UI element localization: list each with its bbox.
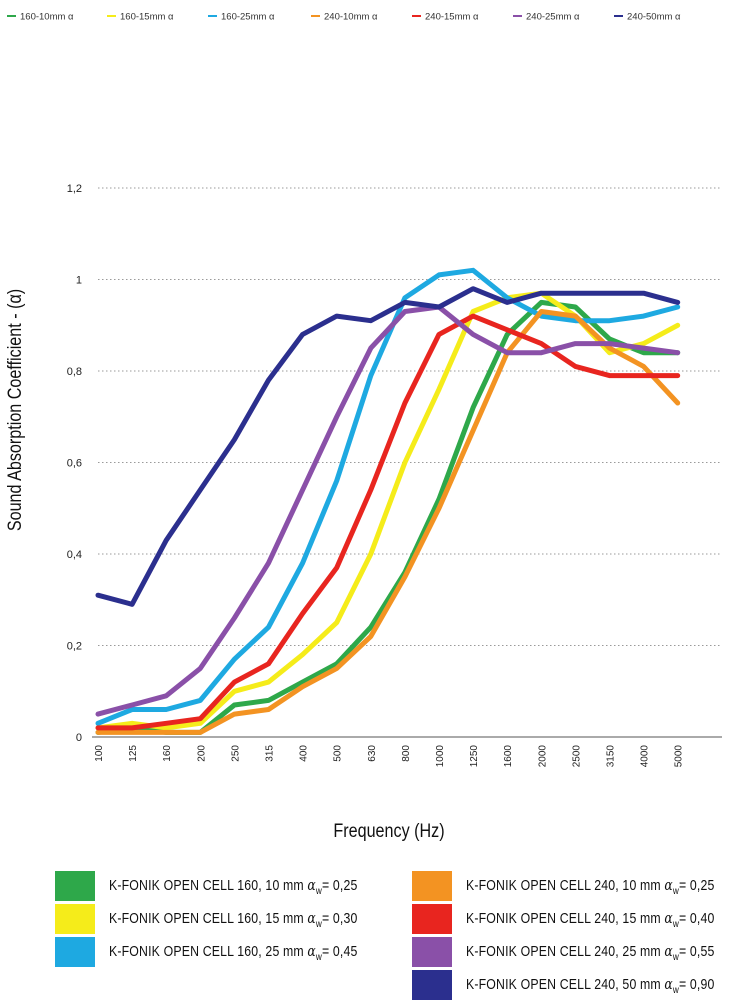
y-tick-label: 0 [76, 732, 82, 744]
x-tick-label: 125 [128, 745, 139, 762]
x-tick-label: 2000 [537, 745, 548, 768]
series-line [95, 304, 681, 717]
series-line [95, 267, 681, 726]
top-legend-label: 240-10mm α [324, 12, 378, 23]
x-tick-label: 1600 [503, 745, 514, 768]
x-tick-label: 400 [299, 745, 310, 762]
x-tick-label: 3150 [606, 745, 617, 768]
y-tick-label: 1,2 [67, 183, 82, 195]
y-axis-ticks: 0 0,2 0,4 0,6 0,8 1 1,2 [67, 183, 82, 744]
x-tick-label: 200 [196, 745, 207, 762]
top-legend-label: 240-50mm α [627, 12, 681, 23]
x-tick-label: 1250 [469, 745, 480, 768]
series-line [95, 299, 681, 735]
series-lines [95, 267, 681, 735]
x-tick-label: 250 [230, 745, 241, 762]
series-line [95, 286, 681, 607]
gridlines [92, 187, 722, 738]
top-legend-label: 160-15mm α [120, 12, 174, 23]
y-tick-label: 0,2 [67, 641, 82, 653]
x-tick-label: 800 [401, 745, 412, 762]
x-tick-label: 500 [333, 745, 344, 762]
x-tick-label: 4000 [640, 745, 651, 768]
x-tick-label: 100 [94, 745, 105, 762]
top-legend: 160-10mm α 160-15mm α 160-25mm α 240-10mm α… [7, 12, 681, 23]
y-axis-label: Sound Absorption Coefficient - (α) [4, 289, 26, 531]
x-axis-ticks: 100 125 160 200 250 315 400 500 630 800 1000 1250 16… [94, 745, 685, 768]
top-legend-label: 160-25mm α [221, 12, 275, 23]
x-tick-label: 2500 [571, 745, 582, 768]
x-tick-label: 160 [162, 745, 173, 762]
series-line [95, 313, 681, 731]
top-legend-label: 160-10mm α [20, 12, 74, 23]
x-tick-label: 315 [265, 745, 276, 762]
x-tick-label: 1000 [435, 745, 446, 768]
x-tick-label: 5000 [674, 745, 685, 768]
y-tick-label: 1 [76, 275, 82, 287]
x-tick-label: 630 [367, 745, 378, 762]
y-tick-label: 0,8 [67, 366, 82, 378]
y-tick-label: 0,6 [67, 458, 82, 470]
y-tick-label: 0,4 [67, 549, 82, 561]
top-legend-label: 240-15mm α [425, 12, 479, 23]
x-axis-label: Frequency (Hz) [333, 820, 444, 842]
top-legend-label: 240-25mm α [526, 12, 580, 23]
series-line [95, 309, 681, 735]
